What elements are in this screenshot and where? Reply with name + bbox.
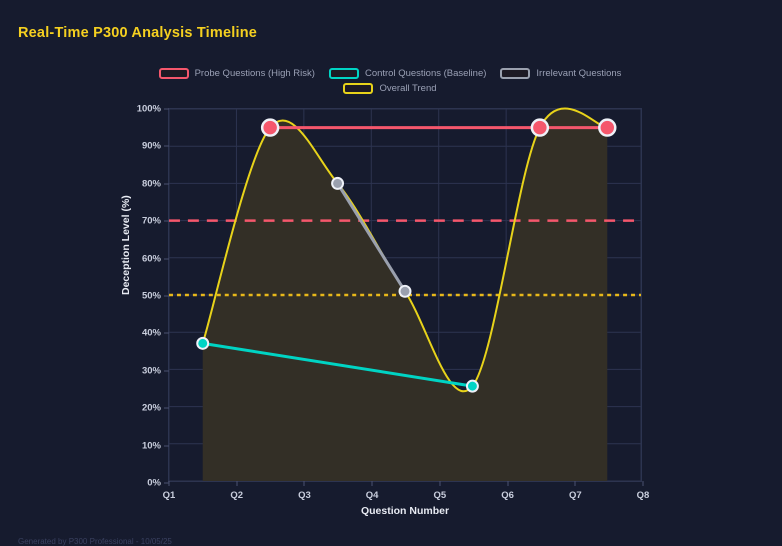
line-swatch-icon [343, 83, 374, 94]
line-swatch-icon [500, 68, 531, 79]
legend-item[interactable]: Irrelevant Questions [500, 68, 621, 79]
data-point-marker[interactable] [196, 336, 210, 350]
x-axis-tick-mark [371, 481, 373, 486]
data-point-marker[interactable] [598, 118, 617, 137]
y-axis-tick-mark [164, 407, 169, 409]
y-axis-tick-mark [164, 145, 169, 147]
x-axis-tick-mark [236, 481, 238, 486]
y-axis-tick-label: 60% [141, 253, 161, 265]
y-axis-tick-mark [164, 183, 169, 185]
y-axis-tick-mark [164, 108, 169, 110]
data-point-marker[interactable] [260, 118, 280, 137]
data-point-marker[interactable] [398, 284, 412, 298]
x-axis-tick-label: Q6 [501, 490, 514, 501]
x-axis-tick-label: Q7 [568, 490, 582, 501]
y-axis-title: Deception Level (%) [120, 195, 132, 295]
x-axis-tick-mark [439, 481, 441, 486]
legend-item-label: Overall Trend [379, 82, 437, 94]
x-axis-tick-mark [507, 481, 509, 486]
y-axis-tick-label: 80% [141, 178, 161, 190]
x-axis-tick-label: Q2 [230, 490, 244, 501]
line-swatch-icon [328, 68, 359, 79]
chart-legend: Probe Questions (High Risk) Control Quest… [140, 68, 640, 94]
y-axis-tick-mark [164, 445, 169, 447]
series-line [201, 341, 474, 388]
x-axis-tick-label: Q1 [162, 490, 176, 501]
y-axis-tick-label: 100% [136, 103, 161, 115]
legend-item-label: Probe Questions (High Risk) [194, 67, 315, 79]
plot-area: 0% 10% 20% 30% 40% 50% 60% 70% 80% 90% 100% Q1 Q2 Q3 Q… [137, 104, 650, 502]
data-point-marker[interactable] [530, 118, 550, 137]
y-axis-tick-label: 40% [141, 327, 161, 339]
legend-item[interactable]: Overall Trend [343, 82, 437, 94]
y-axis-tick-label: 20% [141, 402, 161, 414]
x-axis-tick-mark [574, 481, 576, 486]
y-axis-tick-mark [164, 370, 169, 372]
y-axis-tick-mark [164, 332, 169, 334]
x-axis-title: Question Number [360, 505, 450, 517]
x-axis-tick-label: Q8 [636, 490, 650, 501]
footer-note: Generated by P300 Professional - 10/05/2… [18, 537, 172, 546]
page-title: Real-Time P300 Analysis Timeline [18, 25, 258, 41]
y-axis-tick-label: 90% [141, 140, 161, 152]
y-axis-tick-label: 0% [147, 477, 161, 489]
series-layer [169, 107, 641, 481]
x-axis-tick-label: Q5 [433, 490, 447, 501]
data-point-marker[interactable] [331, 176, 345, 190]
legend-item-label: Irrelevant Questions [536, 67, 622, 79]
line-swatch-icon [158, 68, 189, 79]
data-point-marker[interactable] [465, 379, 479, 393]
x-axis-tick-mark [303, 481, 305, 486]
x-axis-tick-label: Q3 [298, 490, 311, 501]
legend-item[interactable]: Probe Questions (High Risk) [158, 67, 315, 79]
x-axis-tick-mark [642, 481, 644, 486]
legend-item[interactable]: Control Questions (Baseline) [328, 67, 487, 79]
series-line [336, 181, 407, 293]
y-axis-tick-label: 50% [141, 290, 161, 302]
x-axis-tick-label: Q4 [365, 490, 379, 501]
y-axis-tick-mark [164, 482, 169, 484]
legend-item-label: Control Questions (Baseline) [364, 67, 487, 79]
y-axis-tick-label: 10% [141, 440, 161, 452]
y-axis-tick-label: 30% [141, 365, 161, 377]
x-axis-tick-mark [168, 481, 170, 486]
y-axis-tick-mark [164, 258, 169, 260]
y-axis-tick-mark [164, 295, 169, 297]
y-axis-tick-label: 70% [141, 215, 161, 227]
y-axis-tick-mark [164, 220, 169, 222]
